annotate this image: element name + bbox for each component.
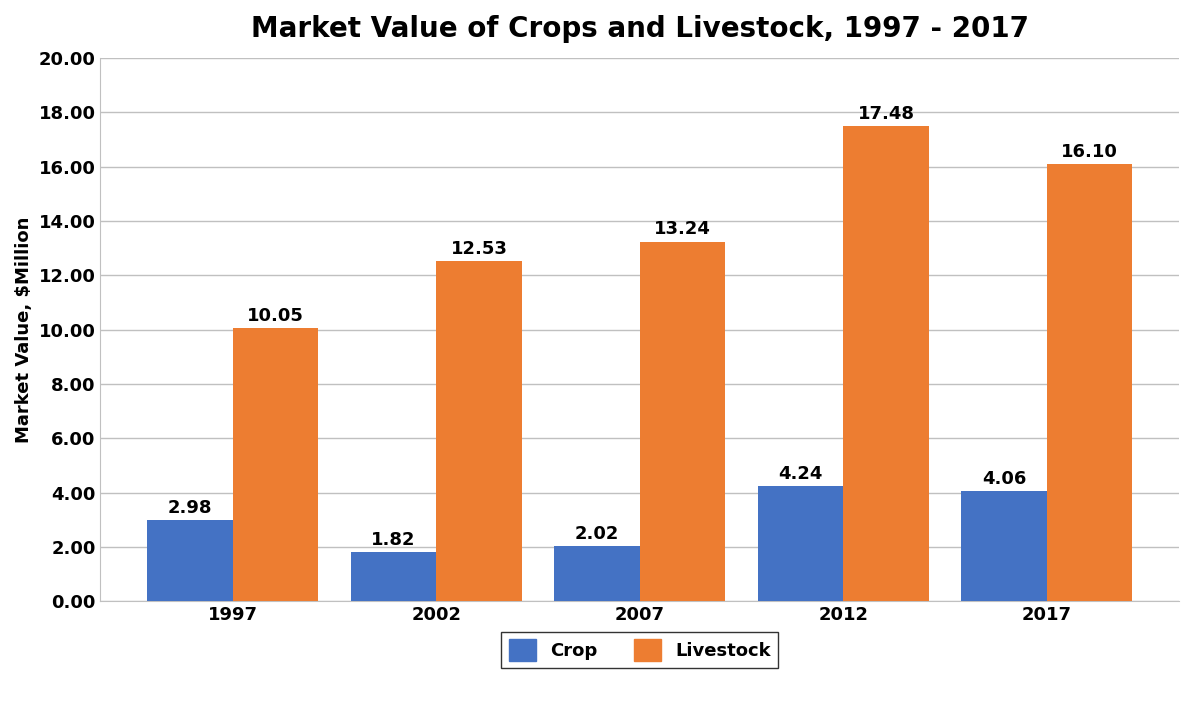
Bar xyxy=(436,261,522,601)
Bar xyxy=(147,521,233,601)
Text: 2.02: 2.02 xyxy=(574,525,620,543)
Text: 4.24: 4.24 xyxy=(778,465,823,483)
Text: 13.24: 13.24 xyxy=(654,220,710,238)
Text: 10.05: 10.05 xyxy=(247,307,303,325)
Bar xyxy=(233,328,318,601)
Bar xyxy=(961,491,1047,601)
Text: 12.53: 12.53 xyxy=(450,239,507,257)
Legend: Crop, Livestock: Crop, Livestock xyxy=(501,632,778,668)
Text: 17.48: 17.48 xyxy=(857,105,915,123)
Bar xyxy=(554,547,640,601)
Bar xyxy=(1047,164,1132,601)
Bar xyxy=(640,242,725,601)
Text: 1.82: 1.82 xyxy=(371,531,416,549)
Bar xyxy=(758,486,843,601)
Bar xyxy=(351,552,436,601)
Y-axis label: Market Value, $Million: Market Value, $Million xyxy=(16,216,33,443)
Title: Market Value of Crops and Livestock, 1997 - 2017: Market Value of Crops and Livestock, 199… xyxy=(251,15,1029,43)
Bar xyxy=(843,126,929,601)
Text: 16.10: 16.10 xyxy=(1061,143,1118,161)
Text: 4.06: 4.06 xyxy=(981,469,1026,487)
Text: 2.98: 2.98 xyxy=(167,499,213,517)
